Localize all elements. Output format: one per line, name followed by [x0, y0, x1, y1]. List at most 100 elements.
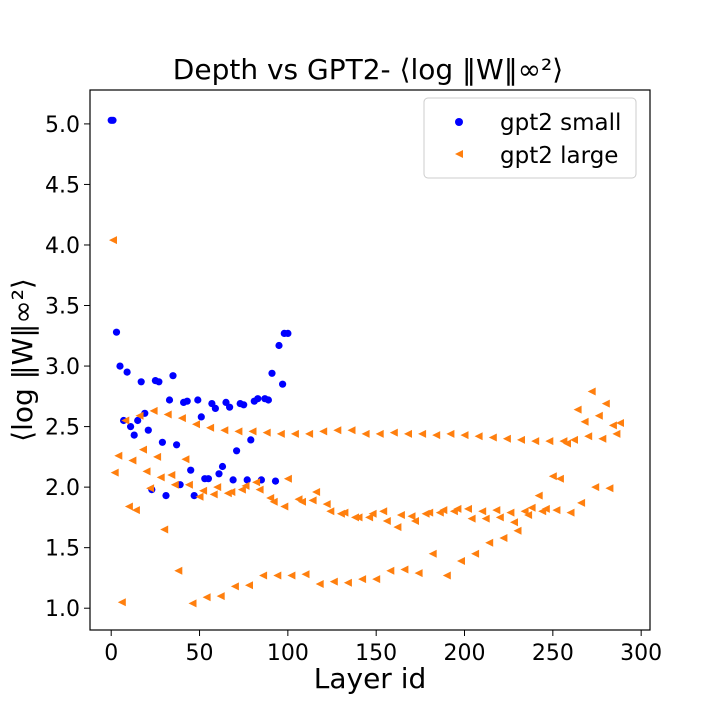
- data-point-gpt2-small-47: [271, 477, 280, 485]
- data-point-gpt2-large-114: [510, 518, 518, 527]
- data-point-gpt2-small-35: [229, 476, 237, 484]
- data-point-gpt2-large-126: [552, 506, 561, 515]
- data-point-gpt2-large-29: [209, 490, 218, 499]
- y-tick-label-4: 4.0: [45, 234, 80, 259]
- data-point-gpt2-large-76: [375, 429, 384, 438]
- data-point-gpt2-large-87: [414, 569, 423, 578]
- data-point-gpt2-large-106: [481, 514, 490, 523]
- data-point-gpt2-large-72: [361, 429, 370, 438]
- data-point-gpt2-large-88: [418, 429, 427, 438]
- data-point-gpt2-small-25: [194, 396, 202, 404]
- data-point-gpt2-large-66: [340, 508, 349, 517]
- data-point-gpt2-large-15: [160, 525, 169, 534]
- data-point-gpt2-large-70: [354, 513, 363, 522]
- data-point-gpt2-large-96: [446, 429, 455, 438]
- legend-label-gpt2-large: gpt2 large: [500, 143, 618, 169]
- data-point-gpt2-large-3: [117, 598, 126, 607]
- data-point-gpt2-large-20: [177, 414, 186, 423]
- data-point-gpt2-small-22: [183, 397, 191, 405]
- data-point-gpt2-large-1: [110, 468, 119, 477]
- data-point-gpt2-large-49: [280, 502, 289, 511]
- data-point-gpt2-large-68: [347, 426, 356, 435]
- plot-marks: [107, 116, 624, 608]
- data-point-gpt2-large-139: [598, 434, 607, 443]
- data-point-gpt2-large-135: [584, 432, 593, 441]
- data-point-gpt2-small-30: [211, 404, 219, 412]
- data-point-gpt2-large-99: [457, 557, 465, 565]
- x-tick-label-100: 100: [267, 641, 309, 666]
- data-point-gpt2-large-95: [442, 571, 451, 580]
- data-point-gpt2-large-75: [372, 575, 381, 584]
- data-point-gpt2-large-108: [488, 433, 497, 442]
- data-point-gpt2-large-23: [188, 599, 197, 608]
- data-point-gpt2-large-120: [531, 437, 540, 446]
- data-point-gpt2-small-8: [134, 416, 142, 425]
- data-point-gpt2-small-23: [187, 466, 195, 474]
- data-point-gpt2-large-37: [237, 485, 246, 494]
- data-point-gpt2-large-101: [464, 504, 472, 513]
- y-tick-label-3.5: 3.5: [45, 295, 80, 320]
- data-point-gpt2-large-78: [382, 517, 391, 525]
- data-point-gpt2-large-115: [513, 526, 522, 535]
- data-point-gpt2-large-94: [439, 506, 448, 515]
- data-point-gpt2-large-67: [343, 578, 352, 587]
- data-point-gpt2-large-63: [329, 577, 338, 586]
- data-point-gpt2-large-125: [548, 472, 557, 481]
- data-point-gpt2-large-100: [460, 431, 469, 440]
- data-point-gpt2-large-57: [308, 496, 317, 505]
- data-point-gpt2-large-132: [573, 405, 582, 414]
- data-point-gpt2-small-31: [215, 470, 223, 478]
- data-point-gpt2-large-35: [230, 582, 239, 591]
- data-point-gpt2-large-116: [517, 435, 525, 444]
- data-point-gpt2-large-17: [167, 471, 176, 479]
- data-point-gpt2-small-14: [155, 378, 163, 386]
- data-point-gpt2-large-62: [326, 507, 335, 516]
- data-point-gpt2-large-121: [534, 491, 543, 500]
- data-point-gpt2-large-0: [109, 236, 117, 245]
- data-point-gpt2-large-83: [400, 565, 409, 574]
- data-point-gpt2-large-142: [608, 421, 617, 430]
- data-point-gpt2-large-27: [202, 593, 211, 602]
- data-point-gpt2-large-43: [259, 571, 268, 580]
- data-point-gpt2-small-34: [226, 403, 234, 411]
- data-point-gpt2-large-105: [478, 507, 487, 516]
- data-point-gpt2-large-4: [121, 416, 130, 425]
- data-point-gpt2-large-14: [156, 473, 165, 482]
- data-point-gpt2-large-143: [612, 429, 621, 438]
- data-point-gpt2-small-9: [137, 378, 145, 386]
- data-point-gpt2-large-55: [301, 570, 310, 579]
- data-point-gpt2-large-22: [184, 480, 193, 489]
- data-point-gpt2-small-26: [197, 413, 205, 421]
- data-point-gpt2-large-136: [587, 387, 596, 396]
- data-point-gpt2-large-9: [139, 445, 147, 454]
- data-point-gpt2-large-6: [128, 456, 137, 465]
- data-point-gpt2-small-42: [254, 395, 262, 403]
- data-point-gpt2-large-19: [174, 566, 183, 575]
- data-point-gpt2-small-3: [116, 362, 124, 370]
- data-point-gpt2-large-58: [312, 488, 321, 496]
- data-point-gpt2-large-61: [322, 500, 331, 509]
- data-point-gpt2-large-47: [273, 571, 282, 580]
- x-tick-label-50: 50: [186, 641, 214, 666]
- data-point-gpt2-small-48: [275, 341, 283, 350]
- data-point-gpt2-large-137: [591, 483, 600, 492]
- data-point-gpt2-large-92: [432, 431, 441, 440]
- data-point-gpt2-large-60: [319, 427, 328, 436]
- data-point-gpt2-large-85: [407, 512, 416, 521]
- y-tick-label-3: 3.0: [45, 355, 80, 380]
- x-axis: 0 50 100 150 200 250 300: [104, 630, 662, 666]
- legend-marker-gpt2-large: [455, 150, 463, 158]
- data-point-gpt2-large-71: [358, 575, 367, 584]
- data-point-gpt2-large-107: [485, 538, 494, 547]
- data-point-gpt2-large-141: [605, 484, 614, 493]
- data-point-gpt2-large-32: [220, 426, 229, 435]
- data-point-gpt2-large-28: [206, 423, 215, 432]
- data-point-gpt2-small-11: [144, 426, 152, 434]
- data-point-gpt2-small-18: [169, 372, 177, 380]
- data-point-gpt2-large-91: [428, 549, 437, 558]
- data-point-gpt2-small-24: [190, 492, 198, 500]
- data-point-gpt2-large-8: [135, 411, 144, 420]
- data-point-gpt2-large-82: [396, 511, 405, 519]
- data-point-gpt2-large-26: [199, 486, 208, 495]
